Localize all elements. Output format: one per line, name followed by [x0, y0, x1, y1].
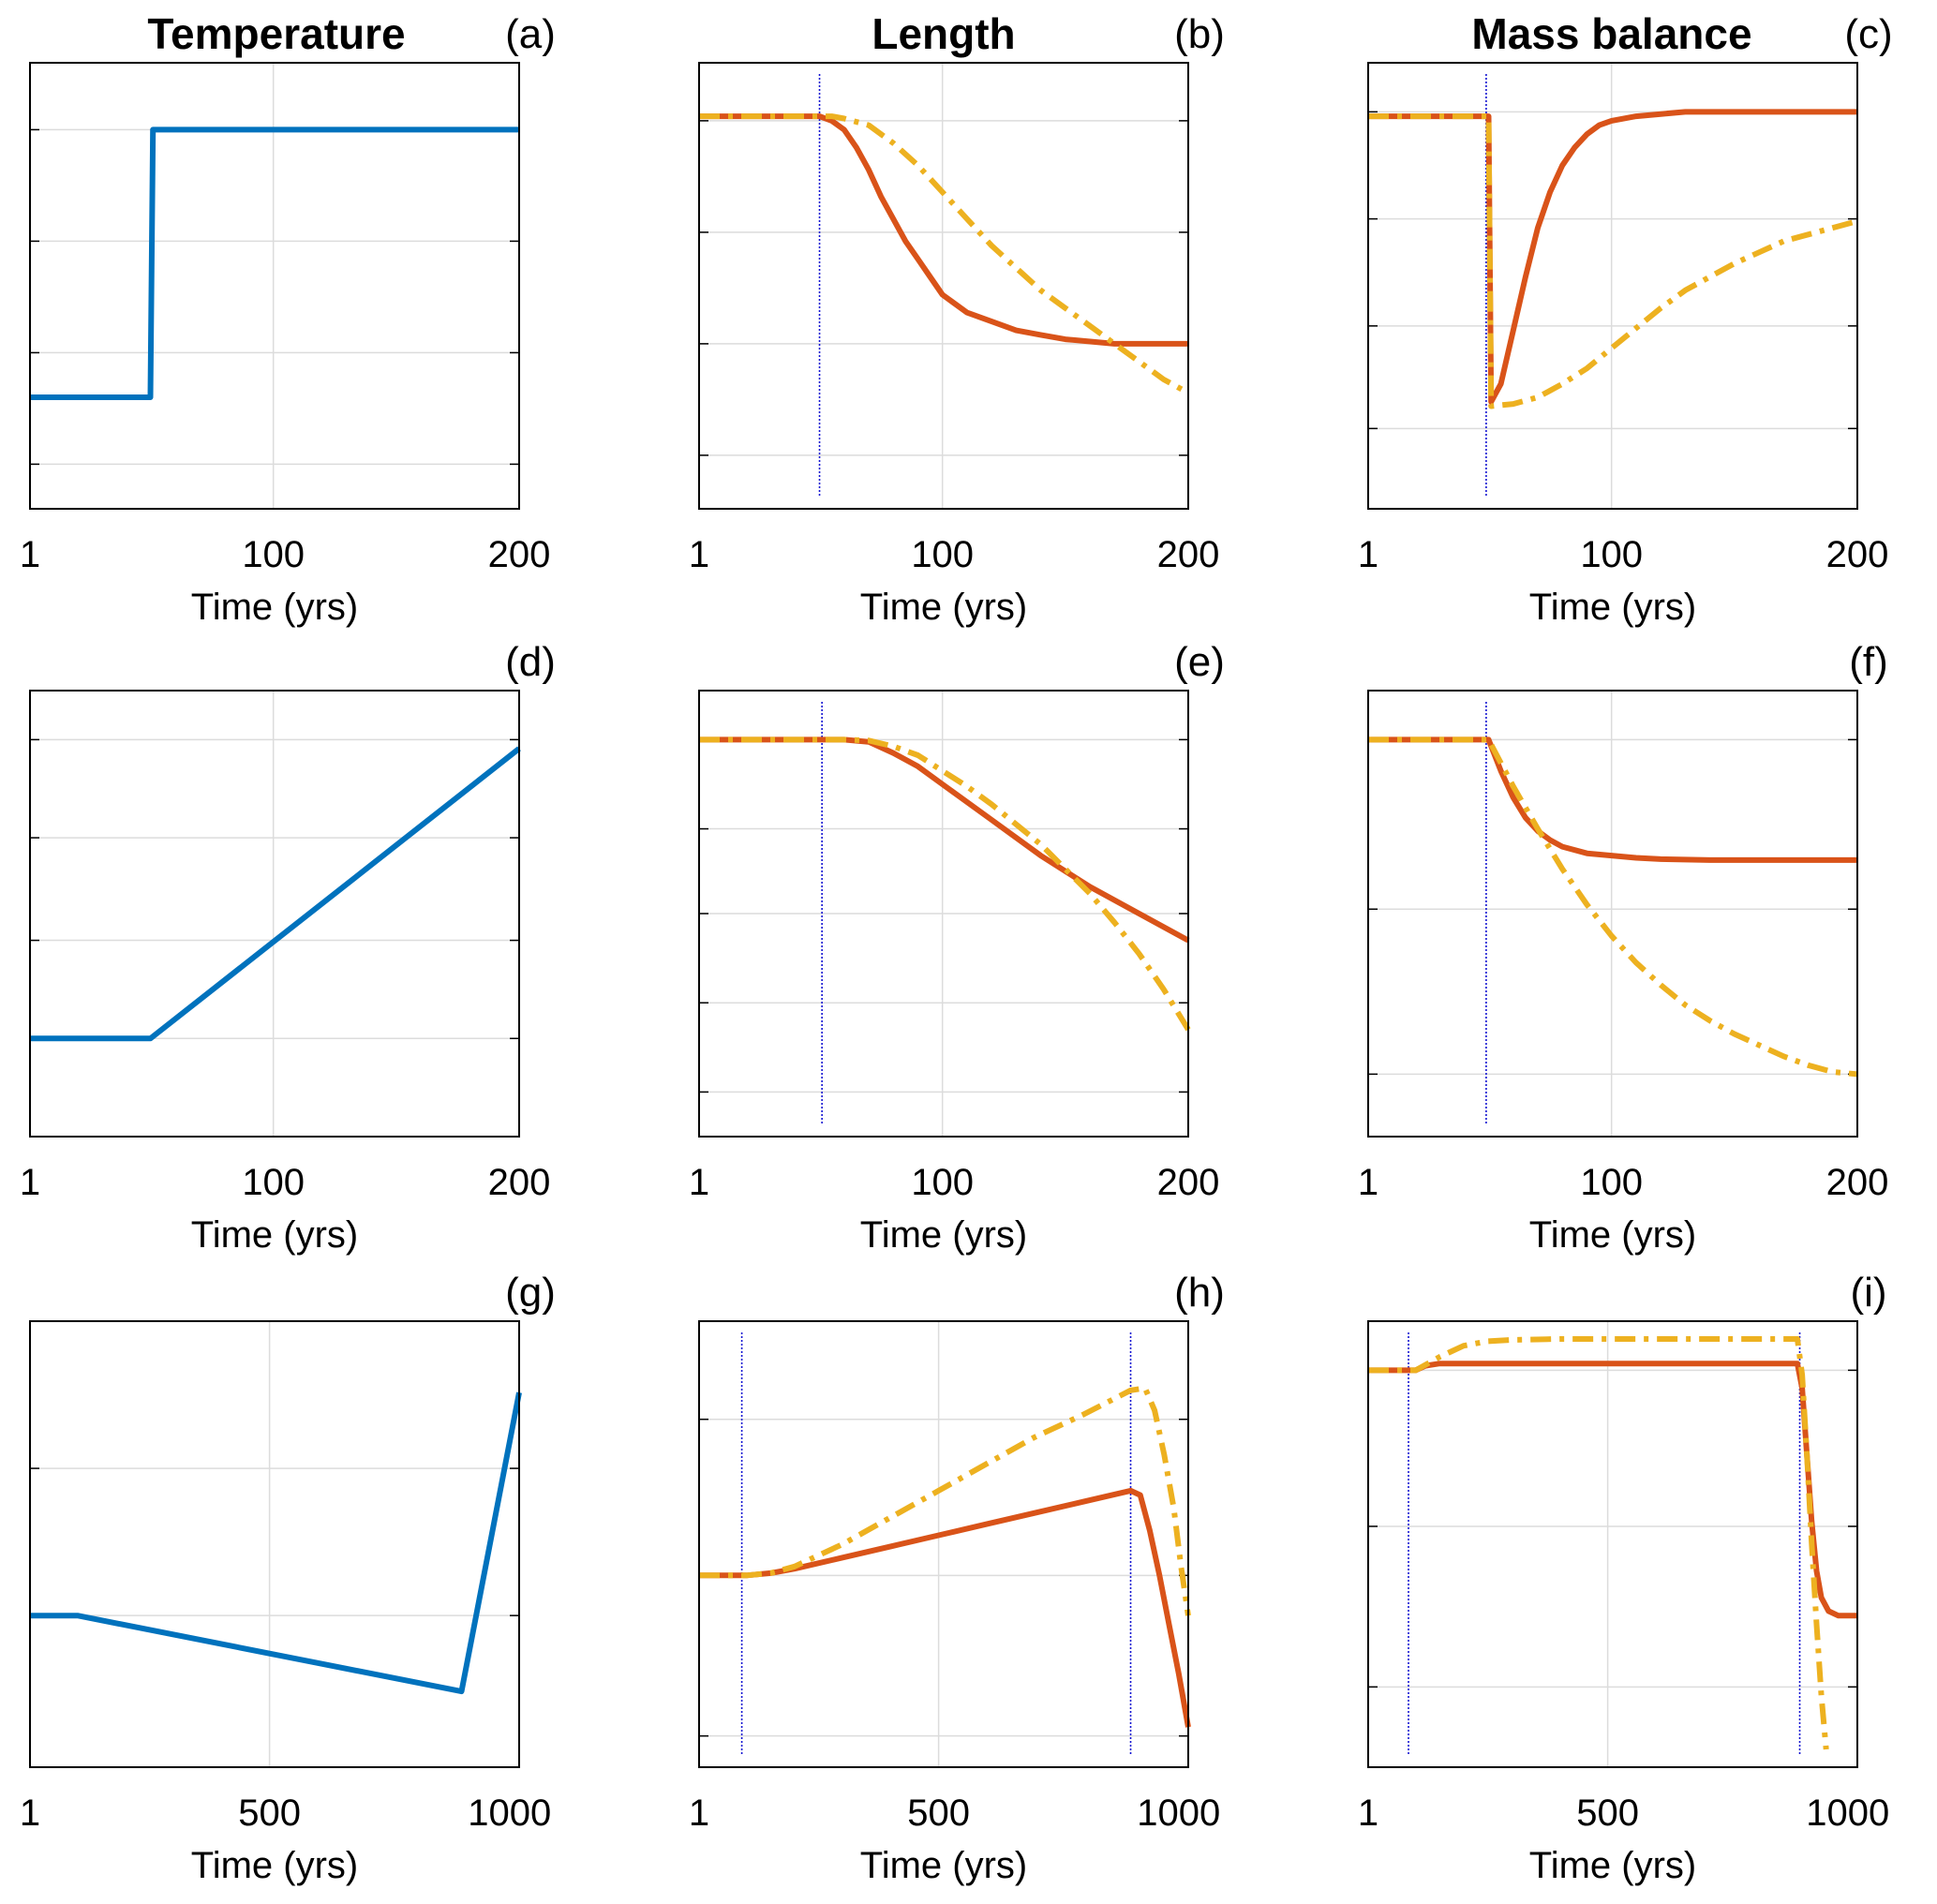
- series-line-dashdot: [1368, 736, 1858, 1078]
- series-line-dashdot: [699, 736, 1191, 1032]
- x-tick-label: 1: [1358, 1792, 1378, 1834]
- series-line-dashdot: [1368, 113, 1858, 409]
- series-line-solid: [1368, 109, 1857, 405]
- x-tick-label: 1000: [1806, 1792, 1889, 1834]
- series-line-solid: [30, 746, 521, 1042]
- panel-c: 1 100 200 Time (yrs) (c): [1358, 11, 1893, 628]
- x-tick-label: 100: [1580, 534, 1643, 575]
- series-line-dashdot: [699, 1385, 1191, 1616]
- x-tick-label: 1: [689, 534, 709, 575]
- series-line-solid: [30, 126, 519, 400]
- panel-d: 1 100 200 Time (yrs) (d): [20, 639, 556, 1256]
- x-axis-label: Time (yrs): [860, 1845, 1027, 1886]
- axes-box: [1367, 62, 1858, 510]
- x-tick-label: 100: [911, 534, 974, 575]
- panel-a: 1 100 200 Time (yrs) (a): [20, 11, 556, 628]
- panel-b: 1 100 200 Time (yrs) (b): [689, 11, 1225, 628]
- x-tick-label: 200: [488, 534, 551, 575]
- x-axis-label: Time (yrs): [1529, 1845, 1696, 1886]
- panel-label: (i): [1850, 1270, 1886, 1316]
- panel-label: (c): [1844, 11, 1892, 57]
- panel-i: 1 500 1000 Time (yrs) (i): [1358, 1270, 1889, 1886]
- column-title-length: Length: [872, 9, 1015, 58]
- x-tick-label: 1000: [468, 1792, 551, 1834]
- column-title-temperature: Temperature: [147, 9, 405, 58]
- axes-box: [29, 62, 520, 510]
- panel-label: (e): [1174, 639, 1225, 685]
- series-line-dashdot: [1368, 1336, 1829, 1750]
- panel-f: 1 100 200 Time (yrs) (f): [1358, 639, 1889, 1256]
- series-line-solid: [1368, 736, 1857, 863]
- x-tick-label: 1: [20, 1162, 40, 1203]
- x-tick-label: 100: [911, 1162, 974, 1203]
- axes-box: [698, 62, 1189, 510]
- x-tick-label: 1: [689, 1792, 709, 1834]
- axes-box: [29, 1320, 520, 1768]
- x-axis-label: Time (yrs): [191, 1845, 358, 1886]
- x-tick-label: 200: [1826, 1162, 1889, 1203]
- x-tick-label: 200: [1157, 534, 1220, 575]
- x-axis-label: Time (yrs): [1529, 1214, 1696, 1256]
- x-tick-label: 100: [242, 1162, 305, 1203]
- panel-label: (g): [505, 1270, 556, 1316]
- axes-box: [1367, 690, 1858, 1138]
- series-line-solid: [699, 1487, 1191, 1728]
- x-axis-label: Time (yrs): [1529, 587, 1696, 628]
- x-axis-label: Time (yrs): [191, 1214, 358, 1256]
- series-line-solid: [699, 113, 1188, 347]
- panel-label: (h): [1174, 1270, 1225, 1316]
- panel-label: (a): [505, 11, 556, 57]
- panel-label: (b): [1174, 11, 1225, 57]
- column-title-mass-balance: Mass balance: [1471, 9, 1751, 58]
- x-tick-label: 100: [1580, 1162, 1643, 1203]
- axes-box: [698, 690, 1189, 1138]
- x-tick-label: 200: [488, 1162, 551, 1203]
- panel-grid: 1 100 200 Time (yrs) (a) 1 100 200 Time (yrs) (b)…: [20, 11, 1893, 1886]
- x-tick-label: 100: [242, 534, 305, 575]
- x-tick-label: 1: [1358, 1162, 1378, 1203]
- x-tick-label: 500: [1576, 1792, 1639, 1834]
- x-axis-label: Time (yrs): [191, 587, 358, 628]
- panel-e: 1 100 200 Time (yrs) (e): [689, 639, 1225, 1256]
- x-tick-label: 200: [1157, 1162, 1220, 1203]
- series-line-solid: [30, 1391, 522, 1695]
- x-tick-label: 1: [20, 534, 40, 575]
- series-line-dashdot: [699, 113, 1190, 395]
- axes-box: [698, 1320, 1189, 1768]
- x-tick-label: 1000: [1137, 1792, 1220, 1834]
- panel-h: 1 500 1000 Time (yrs) (h): [689, 1270, 1225, 1886]
- x-tick-label: 1: [1358, 534, 1378, 575]
- x-tick-label: 500: [907, 1792, 970, 1834]
- x-tick-label: 1: [20, 1792, 40, 1834]
- x-axis-label: Time (yrs): [860, 1214, 1027, 1256]
- series-line-solid: [1368, 1361, 1857, 1619]
- panel-label: (d): [505, 639, 556, 685]
- series-line-solid: [699, 736, 1190, 944]
- x-tick-label: 200: [1826, 534, 1889, 575]
- axes-box: [29, 690, 520, 1138]
- x-tick-label: 500: [238, 1792, 301, 1834]
- x-axis-label: Time (yrs): [860, 587, 1027, 628]
- axes-box: [1367, 1320, 1858, 1768]
- panel-g: 1 500 1000 Time (yrs) (g): [20, 1270, 556, 1886]
- panel-label: (f): [1849, 639, 1888, 685]
- x-tick-label: 1: [689, 1162, 709, 1203]
